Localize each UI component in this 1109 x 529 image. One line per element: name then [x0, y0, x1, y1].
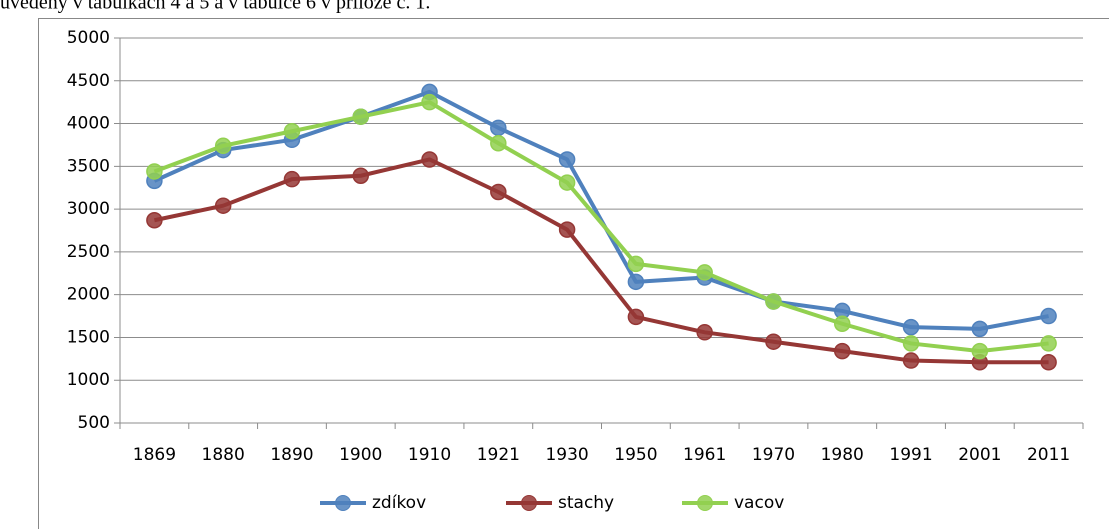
y-tick-label: 4500 — [67, 71, 110, 91]
y-tick-label: 1000 — [67, 370, 110, 390]
point — [490, 134, 507, 152]
x-tick-label: 1921 — [477, 445, 520, 465]
y-tick-label: 2500 — [67, 242, 110, 262]
y-tick-label: 5000 — [67, 28, 110, 48]
point — [971, 342, 989, 360]
point — [146, 163, 163, 180]
point — [490, 119, 507, 137]
point — [558, 174, 576, 191]
point — [627, 308, 645, 326]
y-tick-label: 4000 — [67, 114, 110, 134]
legend-marker — [335, 495, 351, 511]
y-tick-label: 500 — [78, 413, 110, 433]
point — [421, 151, 438, 168]
x-tick-label: 1930 — [545, 445, 588, 465]
legend-label: zdíkov — [372, 493, 426, 513]
point — [421, 93, 438, 111]
legend-label: vacov — [734, 493, 784, 513]
point — [146, 211, 163, 229]
x-tick-label: 2001 — [958, 445, 1001, 465]
point — [696, 324, 713, 341]
point — [834, 342, 851, 360]
x-tick-label: 1961 — [683, 445, 726, 465]
x-tick-label: 1869 — [133, 445, 176, 465]
point — [971, 320, 989, 338]
y-tick-label: 3500 — [67, 156, 110, 176]
chart-border — [38, 18, 1109, 529]
point — [352, 108, 369, 125]
header-text: uvedeny v tabulkách 4 a 5 a v tabulce 6 … — [0, 0, 430, 14]
point — [627, 273, 645, 291]
x-tick-label: 1910 — [408, 445, 451, 465]
point — [1040, 354, 1057, 371]
y-tick-label: 2000 — [67, 285, 110, 305]
point — [765, 333, 782, 350]
legend-marker — [697, 495, 713, 511]
point — [283, 123, 301, 140]
x-tick-label: 1980 — [821, 445, 864, 465]
legend-label: stachy — [558, 493, 614, 513]
point — [214, 137, 232, 155]
x-tick-label: 1890 — [270, 445, 313, 465]
x-tick-label: 1950 — [614, 445, 657, 465]
point — [214, 197, 232, 214]
point — [902, 335, 920, 352]
x-tick-label: 1991 — [889, 445, 932, 465]
point — [352, 167, 369, 184]
point — [558, 151, 576, 168]
point — [490, 183, 507, 201]
y-tick-label: 3000 — [67, 199, 110, 219]
series-line — [153, 157, 1049, 365]
point — [765, 293, 782, 310]
point — [696, 264, 713, 281]
point — [283, 170, 301, 188]
point — [1040, 335, 1057, 352]
x-tick-label: 2011 — [1027, 445, 1070, 465]
y-tick-label: 1500 — [67, 327, 110, 347]
x-tick-label: 1900 — [339, 445, 382, 465]
point — [1040, 307, 1057, 325]
point — [834, 315, 851, 333]
x-tick-label: 1880 — [202, 445, 245, 465]
point — [558, 221, 576, 238]
point — [902, 352, 920, 369]
series-line — [153, 100, 1049, 354]
legend-marker — [521, 495, 537, 511]
x-tick-label: 1970 — [752, 445, 795, 465]
point — [902, 318, 920, 336]
point — [627, 255, 645, 273]
